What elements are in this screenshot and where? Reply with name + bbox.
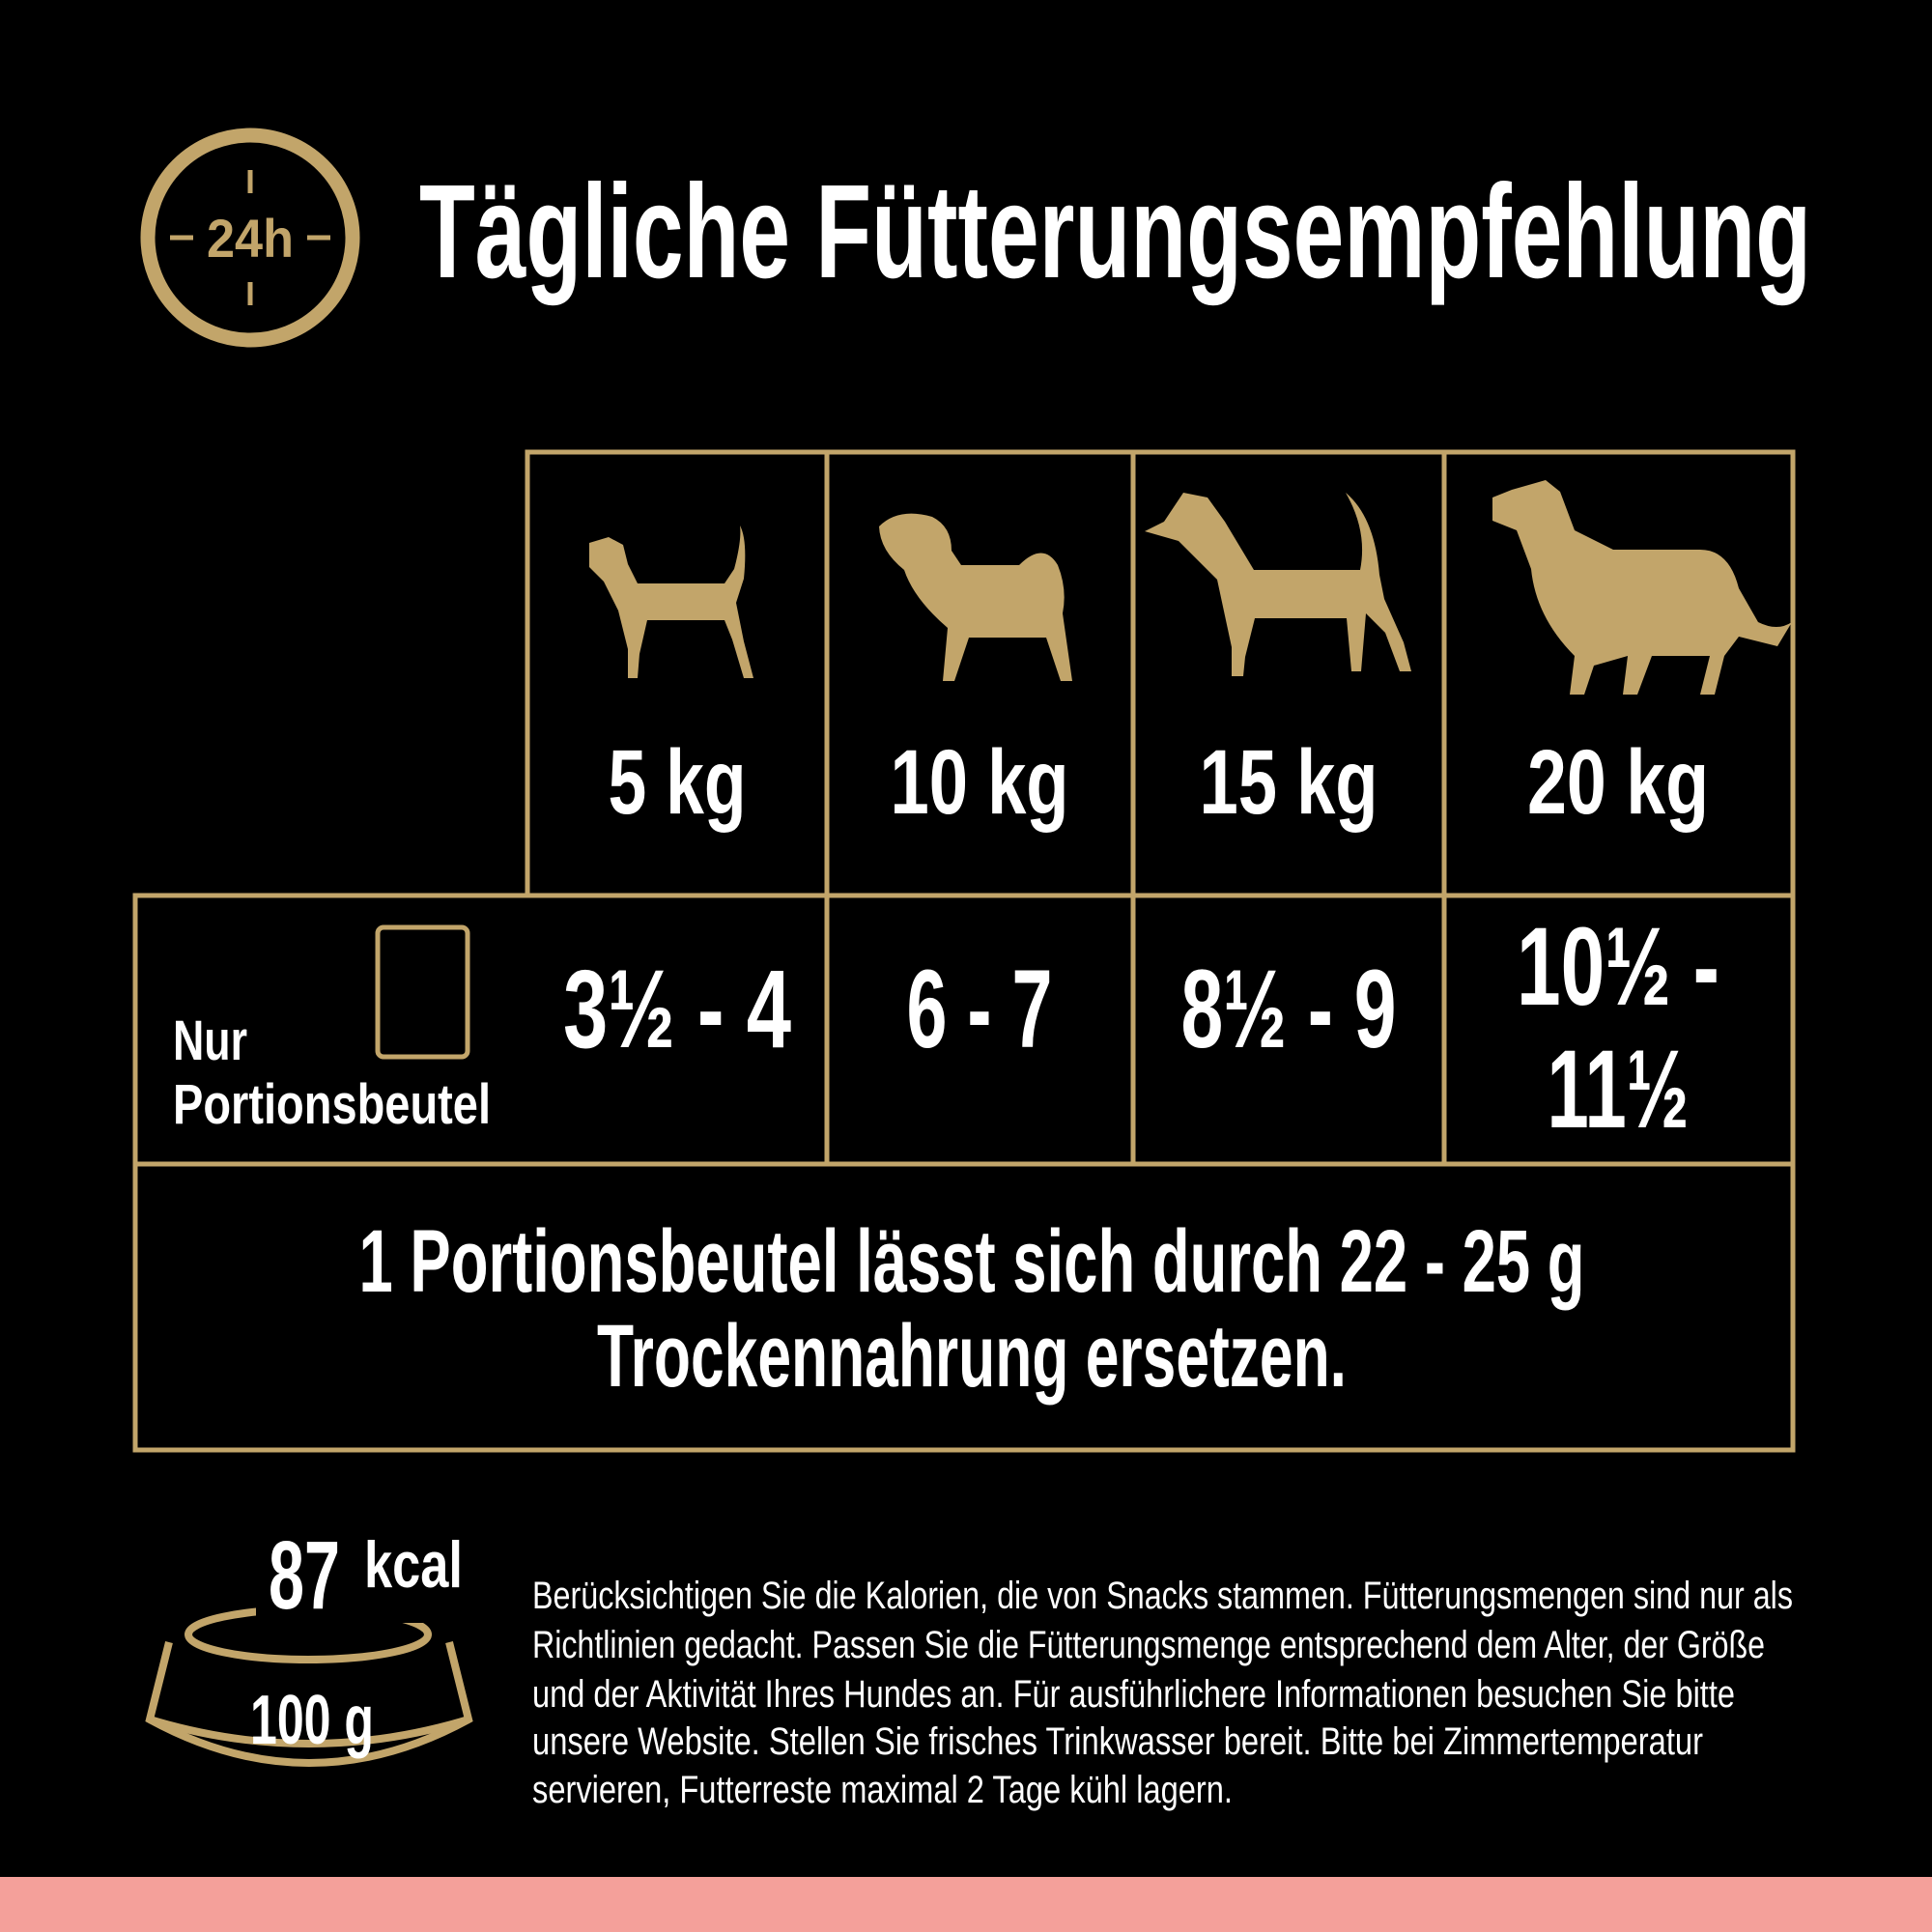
portion-value: 8½ - 9 — [1181, 948, 1397, 1071]
kcal-value: 87 — [269, 1521, 340, 1630]
row-label: Portionsbeutel — [173, 1073, 491, 1136]
column-header: 20 kg — [1527, 731, 1709, 834]
column-header: 5 kg — [609, 731, 747, 834]
kcal-unit: kcal — [364, 1528, 463, 1602]
portion-value: 6 - 7 — [907, 948, 1053, 1071]
clock-icon — [140, 128, 360, 348]
title: Tägliche Fütterungsempfehlung — [419, 157, 1811, 306]
footer-text: servieren, Futterreste maximal 2 Tage kü… — [532, 1769, 1233, 1811]
note: 1 Portionsbeutel lässt sich durch 22 - 2… — [359, 1212, 1585, 1311]
row-label: Nur — [173, 1009, 247, 1072]
footer-text: Richtlinien gedacht. Passen Sie die Fütt… — [532, 1624, 1765, 1666]
column-header: 15 kg — [1200, 731, 1378, 834]
icon-label: 24h — [207, 208, 294, 269]
portion-value: 3½ - 4 — [563, 948, 791, 1071]
table-grid — [132, 449, 1796, 1453]
footer-text: und der Aktivität Ihres Hundes an. Für a… — [532, 1673, 1735, 1716]
bottom-band — [0, 1877, 1932, 1932]
note: Trockennahrung ersetzen. — [597, 1307, 1347, 1406]
per-amount: 100 g — [250, 1682, 374, 1759]
dog-icons — [589, 480, 1792, 695]
portion-value: 11½ — [1548, 1028, 1690, 1151]
footer-text: unsere Website. Stellen Sie frisches Tri… — [532, 1720, 1703, 1763]
portion-value: 10½ - — [1517, 905, 1719, 1029]
column-header: 10 kg — [891, 731, 1069, 834]
footer-text: Berücksichtigen Sie die Kalorien, die vo… — [532, 1575, 1793, 1617]
bowl-label-backing — [256, 1526, 459, 1623]
pouch-icon — [375, 924, 470, 1060]
clock-ticks — [170, 170, 330, 305]
